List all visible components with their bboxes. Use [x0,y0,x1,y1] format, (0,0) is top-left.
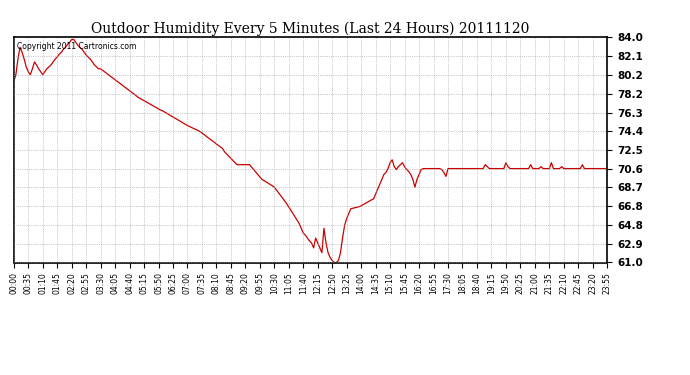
Title: Outdoor Humidity Every 5 Minutes (Last 24 Hours) 20111120: Outdoor Humidity Every 5 Minutes (Last 2… [91,22,530,36]
Text: Copyright 2011 Cartronics.com: Copyright 2011 Cartronics.com [17,42,136,51]
